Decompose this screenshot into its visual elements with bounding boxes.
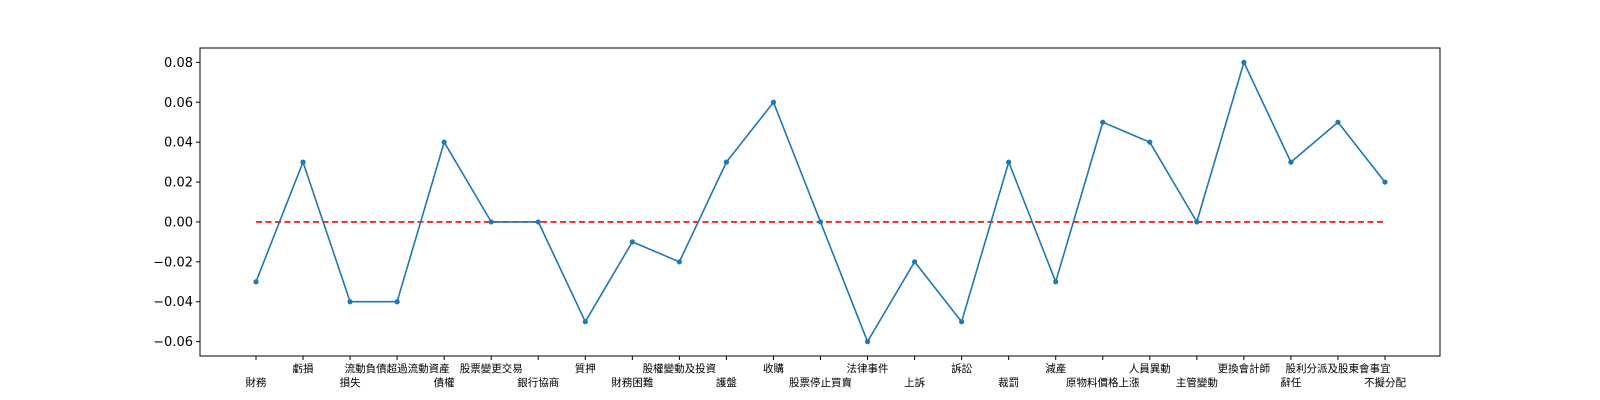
x-category-label: 銀行協商 [517, 376, 559, 389]
data-point [1382, 179, 1388, 185]
data-point [535, 219, 541, 225]
x-category-label: 質押 [575, 362, 596, 375]
x-category-label: 股利分派及股東會事宜 [1285, 362, 1390, 375]
data-point [1053, 279, 1059, 285]
x-category-label: 債權 [434, 376, 455, 389]
data-point [1288, 159, 1294, 165]
x-category-label: 法律事件 [847, 362, 889, 375]
x-category-label: 損失 [340, 376, 361, 389]
y-tick-label: −0.04 [153, 295, 193, 310]
data-point [864, 339, 871, 345]
x-category-label: 減產 [1045, 362, 1067, 375]
plot-frame [199, 47, 1441, 357]
data-point [1241, 59, 1247, 65]
x-category-label: 主管變動 [1176, 376, 1218, 389]
data-point [347, 299, 353, 305]
x-category-label: 股權變動及投資 [643, 362, 717, 375]
data-point [676, 259, 682, 265]
data-point [488, 219, 494, 225]
data-point [253, 279, 259, 285]
x-category-label: 護盤 [716, 376, 737, 389]
x-category-label: 股票變更交易 [460, 362, 523, 375]
y-tick-label: −0.02 [153, 255, 193, 270]
data-point [911, 259, 918, 265]
data-point [394, 299, 400, 305]
x-category-label: 辭任 [1280, 376, 1302, 389]
x-category-label: 訴訟 [951, 362, 972, 375]
y-tick-label: −0.06 [153, 335, 193, 350]
data-point [1100, 119, 1106, 125]
data-point [300, 159, 306, 165]
data-point [723, 159, 730, 165]
data-point [959, 319, 965, 325]
y-tick-label: 0.02 [164, 176, 193, 191]
y-axis: −0.06 −0.04 −0.02 0.00 0.02 0.04 0.06 0.08 [153, 56, 200, 350]
x-category-label: 上訴 [904, 376, 925, 389]
x-category-label: 收購 [763, 362, 784, 375]
x-category-label: 更換會計師 [1218, 362, 1271, 375]
data-point [1006, 159, 1012, 165]
x-category-label: 虧損 [293, 362, 314, 375]
x-category-label: 財務 [246, 376, 267, 389]
series-group [253, 59, 1388, 345]
y-tick-label: 0.04 [164, 136, 193, 151]
x-category-label: 裁罰 [998, 376, 1019, 389]
data-point [1194, 219, 1200, 225]
x-category-label: 流動負債超過流動資產 [345, 362, 450, 375]
data-point [770, 99, 777, 105]
x-category-label: 人員異動 [1129, 362, 1171, 375]
data-point [441, 139, 447, 145]
x-category-label: 不擬分配 [1364, 376, 1406, 389]
y-tick-label: 0.06 [164, 96, 193, 111]
data-point [629, 239, 635, 245]
x-category-label: 財務困難 [611, 376, 653, 389]
y-tick-label: 0.00 [164, 215, 193, 230]
data-point [1335, 119, 1341, 125]
x-category-label: 原物料價格上漲 [1066, 376, 1140, 389]
y-tick-label: 0.08 [164, 56, 193, 71]
data-point [817, 219, 824, 225]
data-point [582, 319, 588, 325]
data-point [1147, 139, 1153, 145]
x-category-label: 股票停止買賣 [789, 376, 852, 389]
